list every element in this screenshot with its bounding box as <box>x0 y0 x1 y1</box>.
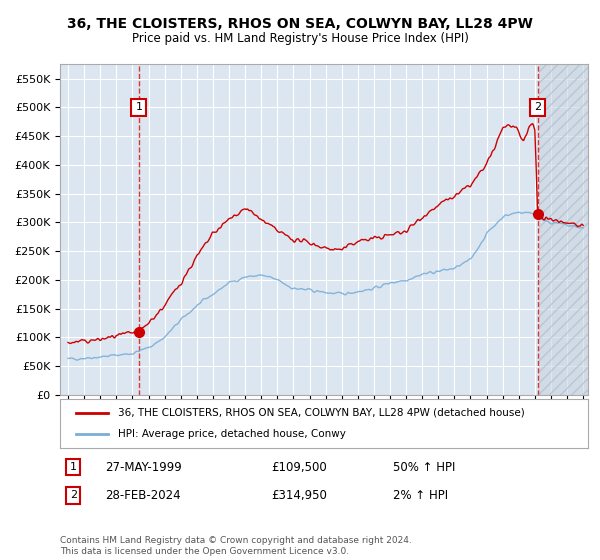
Bar <box>539 64 588 395</box>
Text: £314,950: £314,950 <box>271 489 327 502</box>
Text: Price paid vs. HM Land Registry's House Price Index (HPI): Price paid vs. HM Land Registry's House … <box>131 32 469 45</box>
Text: 2: 2 <box>534 102 541 113</box>
Text: 36, THE CLOISTERS, RHOS ON SEA, COLWYN BAY, LL28 4PW: 36, THE CLOISTERS, RHOS ON SEA, COLWYN B… <box>67 17 533 31</box>
Text: HPI: Average price, detached house, Conwy: HPI: Average price, detached house, Conw… <box>118 429 346 439</box>
Text: Contains HM Land Registry data © Crown copyright and database right 2024.
This d: Contains HM Land Registry data © Crown c… <box>60 536 412 556</box>
Text: 1: 1 <box>70 462 77 472</box>
Text: 2% ↑ HPI: 2% ↑ HPI <box>392 489 448 502</box>
Text: 36, THE CLOISTERS, RHOS ON SEA, COLWYN BAY, LL28 4PW (detached house): 36, THE CLOISTERS, RHOS ON SEA, COLWYN B… <box>118 408 525 418</box>
Text: 1: 1 <box>136 102 142 113</box>
Text: 27-MAY-1999: 27-MAY-1999 <box>105 460 182 474</box>
Text: 50% ↑ HPI: 50% ↑ HPI <box>392 460 455 474</box>
Text: 28-FEB-2024: 28-FEB-2024 <box>105 489 181 502</box>
Text: £109,500: £109,500 <box>271 460 327 474</box>
Text: 2: 2 <box>70 491 77 501</box>
